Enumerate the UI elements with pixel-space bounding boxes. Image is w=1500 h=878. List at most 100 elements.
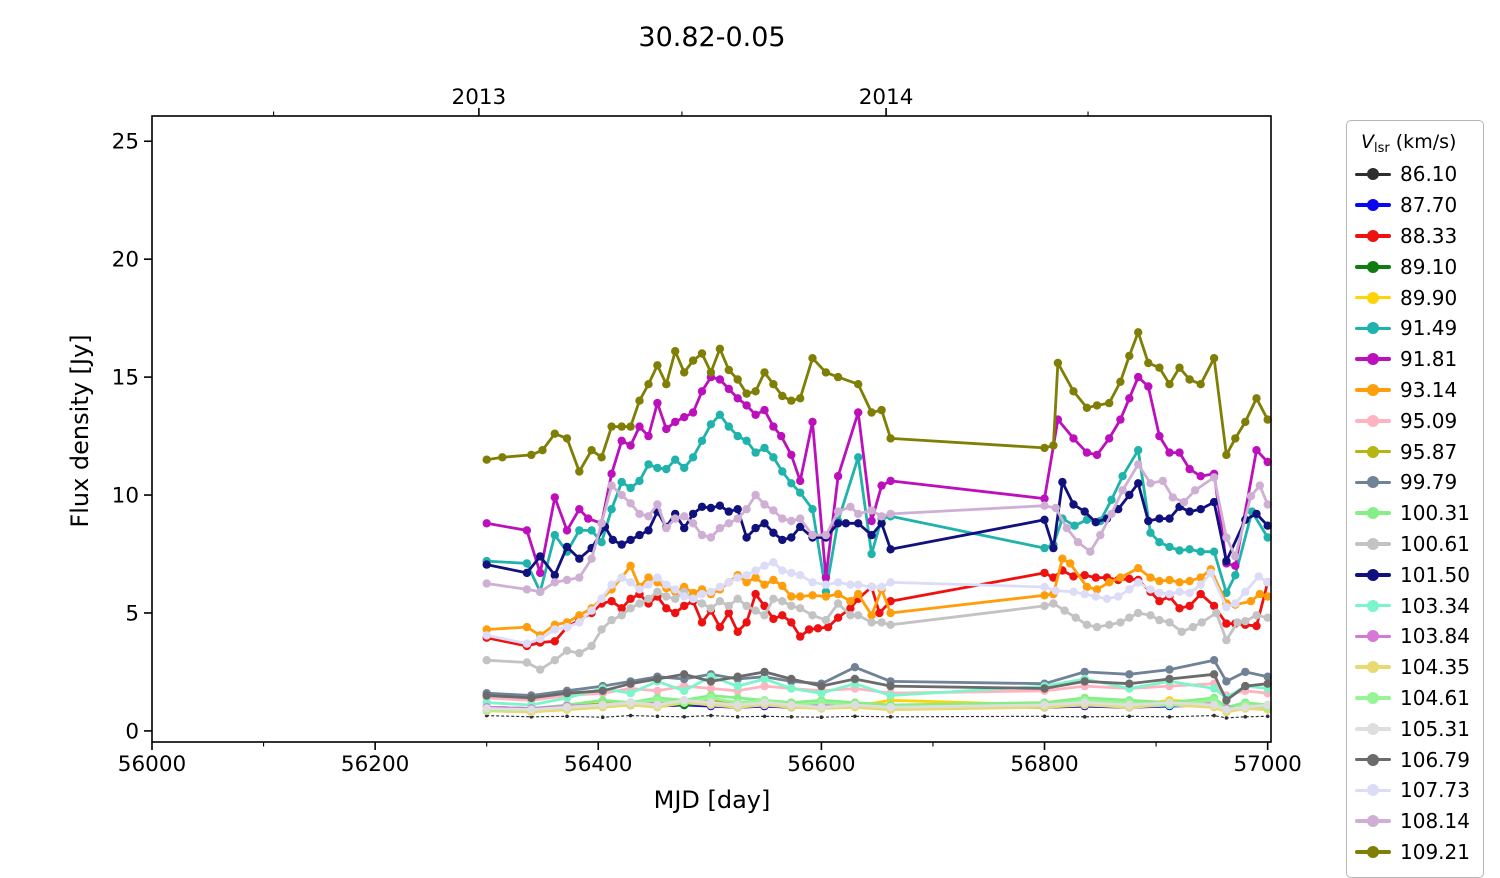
data-point xyxy=(1125,490,1134,500)
data-point xyxy=(1263,415,1272,424)
data-point xyxy=(1125,679,1134,688)
data-point xyxy=(796,522,805,532)
data-point xyxy=(853,714,857,719)
data-point xyxy=(1049,441,1058,450)
data-point xyxy=(482,656,491,665)
data-point xyxy=(751,606,760,615)
legend-entry-91.81: 91.81 xyxy=(1355,344,1475,375)
data-point xyxy=(1196,580,1205,589)
legend-label: 108.14 xyxy=(1400,809,1470,834)
data-point xyxy=(1146,585,1155,594)
data-point xyxy=(671,455,680,464)
series-line xyxy=(485,375,1270,579)
data-point xyxy=(655,714,660,719)
data-point xyxy=(575,505,584,514)
data-point xyxy=(1168,493,1178,502)
data-point xyxy=(886,597,895,606)
data-point xyxy=(733,672,742,681)
data-point xyxy=(1155,597,1164,606)
legend-label: 101.50 xyxy=(1400,562,1470,587)
data-point xyxy=(697,349,707,358)
data-point xyxy=(1263,533,1272,542)
data-point xyxy=(846,502,855,511)
data-point xyxy=(1155,431,1164,441)
data-point xyxy=(886,703,895,712)
data-point xyxy=(1263,521,1272,530)
data-point xyxy=(1255,481,1265,490)
data-point xyxy=(777,431,786,441)
data-point xyxy=(742,578,751,587)
legend-marker-icon xyxy=(1367,507,1379,520)
data-point xyxy=(1222,533,1231,542)
data-point xyxy=(671,514,680,523)
data-point xyxy=(1069,572,1078,581)
data-point xyxy=(644,512,653,521)
data-point xyxy=(653,398,662,408)
data-point xyxy=(1241,617,1250,626)
legend-title: Vlsr (km/s) xyxy=(1355,127,1475,159)
data-point xyxy=(626,698,635,707)
legend-swatch-icon xyxy=(1355,353,1391,366)
legend-label: 100.61 xyxy=(1400,531,1470,556)
data-point xyxy=(1080,507,1089,516)
legend-entry-103.34: 103.34 xyxy=(1355,590,1475,621)
data-point xyxy=(1263,700,1272,710)
legend-swatch-icon xyxy=(1355,322,1391,335)
data-point xyxy=(787,396,796,405)
legend-label: 87.70 xyxy=(1400,193,1458,218)
data-point xyxy=(662,604,671,613)
data-point xyxy=(617,436,626,445)
data-point xyxy=(1058,554,1067,563)
data-point xyxy=(575,526,584,535)
chart-title: 30.82-0.05 xyxy=(638,22,786,53)
data-point xyxy=(522,585,532,594)
data-point xyxy=(1082,715,1087,719)
data-point xyxy=(733,505,742,514)
data-point xyxy=(1116,618,1125,627)
legend-label: 93.14 xyxy=(1400,377,1458,402)
plot-canvas: 56000 56200 56400 56600 56800 57000 0 5 10 15 20 25… xyxy=(112,85,1302,777)
data-point xyxy=(562,542,572,552)
data-point xyxy=(787,618,796,627)
data-point xyxy=(877,512,886,521)
data-point xyxy=(597,594,606,603)
data-point xyxy=(550,571,559,580)
data-point xyxy=(787,479,796,488)
data-point xyxy=(1040,501,1049,510)
data-point xyxy=(1196,547,1205,556)
series-line xyxy=(485,694,1270,710)
data-point xyxy=(626,679,635,688)
data-point xyxy=(1165,514,1174,523)
legend-swatch-icon xyxy=(1355,845,1391,858)
data-point xyxy=(1231,599,1240,608)
data-point xyxy=(626,499,635,508)
data-point xyxy=(1069,500,1078,509)
legend-marker-icon xyxy=(1367,414,1379,427)
data-point xyxy=(833,472,843,481)
data-point xyxy=(733,375,742,384)
data-point xyxy=(1116,377,1125,386)
data-point xyxy=(804,625,814,634)
data-point xyxy=(653,573,662,582)
data-point xyxy=(1107,495,1116,504)
data-point xyxy=(1222,602,1231,612)
data-point xyxy=(1049,543,1058,553)
data-point xyxy=(821,573,831,582)
data-point xyxy=(1209,601,1219,611)
data-point xyxy=(527,450,536,460)
data-point xyxy=(796,394,805,403)
data-point xyxy=(833,372,843,382)
data-point xyxy=(821,615,831,625)
data-point xyxy=(1040,515,1049,524)
data-point xyxy=(715,597,725,606)
data-point xyxy=(787,533,796,542)
legend-marker-icon xyxy=(1367,691,1379,704)
data-point xyxy=(527,693,536,703)
data-point xyxy=(617,573,626,582)
data-point xyxy=(867,408,876,417)
legend-label: 103.84 xyxy=(1400,624,1470,649)
plot-frame xyxy=(151,115,1272,743)
data-point xyxy=(846,611,855,620)
data-point xyxy=(644,594,653,603)
data-point xyxy=(522,639,532,648)
